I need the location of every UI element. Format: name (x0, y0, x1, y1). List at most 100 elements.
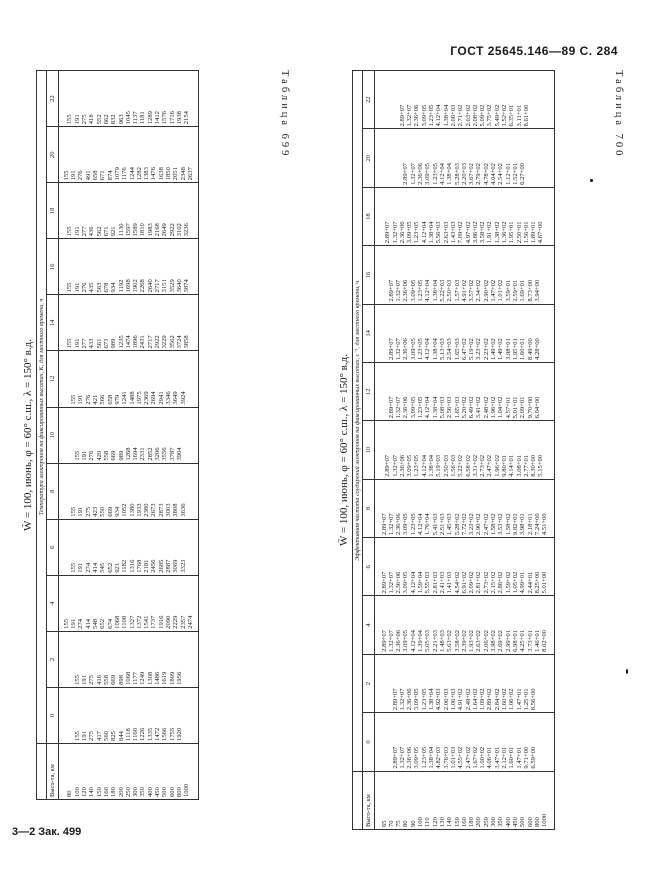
cell-value: 8.25+00 (533, 571, 541, 594)
cell-value: 2640 (146, 279, 154, 293)
cell-value: 2.39+02 (460, 630, 468, 652)
cell-value: 1.38+04 (428, 221, 436, 244)
cell-value: 1.01+02 (497, 279, 505, 302)
cell-value: 2.12+01 (500, 746, 508, 769)
cell-value: 3.09+05 (402, 630, 410, 652)
cell-value: 1.38+04 (428, 746, 436, 769)
height-value: 450 (511, 817, 519, 827)
height-value: 65 (380, 820, 388, 827)
cell-value: 1.32+07 (391, 221, 399, 244)
table-caption: Эффективная частота соударений электроно… (352, 70, 363, 772)
cell-value: 1.05+02 (511, 571, 519, 594)
cell-value: 8.56+00 (530, 688, 538, 711)
cell-value: 1.32+07 (387, 630, 395, 652)
cell-value: 6.59+00 (530, 746, 538, 769)
cell-value: 2.54+03 (446, 338, 454, 360)
heights-column: 80 100 120 140 150 160 180 200 250 300 350 400 450 50… (58, 743, 199, 800)
cell-value: 1052 (121, 503, 129, 517)
cell-value: 274 (77, 618, 85, 629)
cell-value: 4.97+02 (464, 221, 472, 244)
data-column-22: 155 191 275 418 552 662 832 963 1045 1137 1181 1289… (58, 70, 199, 127)
cell-value: 1282 (135, 167, 143, 181)
cell-value: 1327 (128, 615, 136, 629)
cell-value: 3.09+05 (402, 571, 410, 594)
cell-value: 671 (102, 226, 110, 237)
cell-value: 2.36+06 (402, 396, 410, 419)
cell-value: 1380 (128, 503, 136, 517)
data-column-8: 2.89+07 1.32+07 2.36+06 3.09+05 1.23+05 4.12+… (374, 479, 555, 538)
cell-value: 274 (84, 562, 92, 573)
cell-value: 3724 (175, 335, 183, 349)
cell-value: 2051 (172, 167, 180, 181)
height-value: 180 (468, 817, 476, 827)
cell-value: 4.82+03 (435, 746, 443, 769)
cell-value: 6.58+02 (464, 454, 472, 477)
cell-value: 2456 (150, 559, 158, 573)
cell-value: 2.06+03 (442, 688, 450, 711)
cell-value: 155 (70, 506, 78, 517)
cell-value: 5.28+03 (453, 163, 461, 185)
ink-mark (626, 669, 628, 674)
cell-value: 1.67+02 (471, 746, 479, 769)
cell-value: 1.60+01 (508, 746, 516, 769)
cell-value: 2.36+06 (406, 688, 414, 711)
cell-value: 1.39+04 (417, 630, 425, 652)
cell-value: 1938 (175, 111, 183, 125)
cell-value: 1335 (146, 727, 154, 741)
cell-value: 1.36+02 (500, 221, 508, 244)
data-column-16: 2.89+07 1.32+07 2.36+06 3.09+05 1.23+05 4.12+… (374, 245, 555, 305)
cell-value: 4.92+03 (435, 688, 443, 711)
cell-value: 416 (95, 674, 103, 685)
cell-value: 3904 (175, 447, 183, 461)
cell-value: 155 (66, 114, 74, 125)
cell-value: 2.50+03 (442, 454, 450, 477)
cell-value: 1316 (128, 559, 136, 573)
data-column-18: 155 191 277 436 562 671 921 1130 1597 1589 1810 198… (58, 182, 199, 239)
cell-value: 4.12+04 (424, 279, 432, 302)
cell-value: 5.22+02 (457, 454, 465, 477)
cell-value: 2.77+01 (522, 454, 530, 477)
cell-value: 191 (81, 674, 89, 685)
cell-value: 1.89+01 (530, 221, 538, 244)
cell-value: 1.58+02 (504, 513, 512, 536)
cell-value: 155 (73, 450, 81, 461)
cell-value: 673 (102, 338, 110, 349)
cell-value: 3640 (175, 279, 183, 293)
cell-value: 2.49+02 (464, 688, 472, 711)
cell-value: 1983 (146, 223, 154, 237)
cell-value: 1289 (146, 111, 154, 125)
cell-value: 1.06+02 (508, 688, 516, 711)
cell-value: 5.20+02 (460, 396, 468, 419)
cell-value: 4.12+04 (438, 163, 446, 185)
cell-value: 276 (81, 282, 89, 293)
cell-value: 2.56+03 (446, 396, 454, 419)
data-column-18: 2.89+07 1.32+07 2.36+06 3.09+05 1.23+05 4.12+… (374, 187, 555, 246)
cell-value: 1.91+02 (486, 221, 494, 244)
cell-value: 1541 (143, 615, 151, 629)
cell-value: 563 (95, 282, 103, 293)
cell-value: 3.86+02 (471, 221, 479, 244)
cell-value: 155 (73, 674, 81, 685)
cell-value: 2.86+02 (497, 571, 505, 594)
height-header: Высо-та, км (362, 771, 375, 830)
cell-value: 3.09+05 (406, 221, 414, 244)
cell-value: 3.09+05 (409, 279, 417, 302)
cell-value: 3.09+05 (406, 454, 414, 477)
cell-value: 1.38+04 (431, 279, 439, 302)
height-value: 350 (139, 787, 147, 797)
column-header-18: 18 (46, 182, 59, 239)
cell-value: 989 (117, 450, 125, 461)
cell-value: 2.36+06 (413, 104, 421, 127)
heights-column: 65 70 75 80 90 100 110 120 130 140 150 160 180 200 250… (374, 771, 555, 830)
cell-value: 1.32+07 (395, 338, 403, 360)
data-column-4: 2.89+07 1.32+07 2.36+06 3.09+05 4.12+04 1.39+… (374, 596, 555, 655)
cell-value: 1.23+05 (417, 338, 425, 360)
cell-value: 433 (88, 338, 96, 349)
column-header-2: 2 (46, 631, 59, 688)
cell-value: 1.47+02 (490, 279, 498, 302)
cell-value: 671 (99, 170, 107, 181)
cell-value: 2348 (179, 167, 187, 181)
cell-value: 1.00+02 (479, 746, 487, 769)
height-value: 80 (402, 820, 410, 827)
cell-value: 3529 (168, 279, 176, 293)
